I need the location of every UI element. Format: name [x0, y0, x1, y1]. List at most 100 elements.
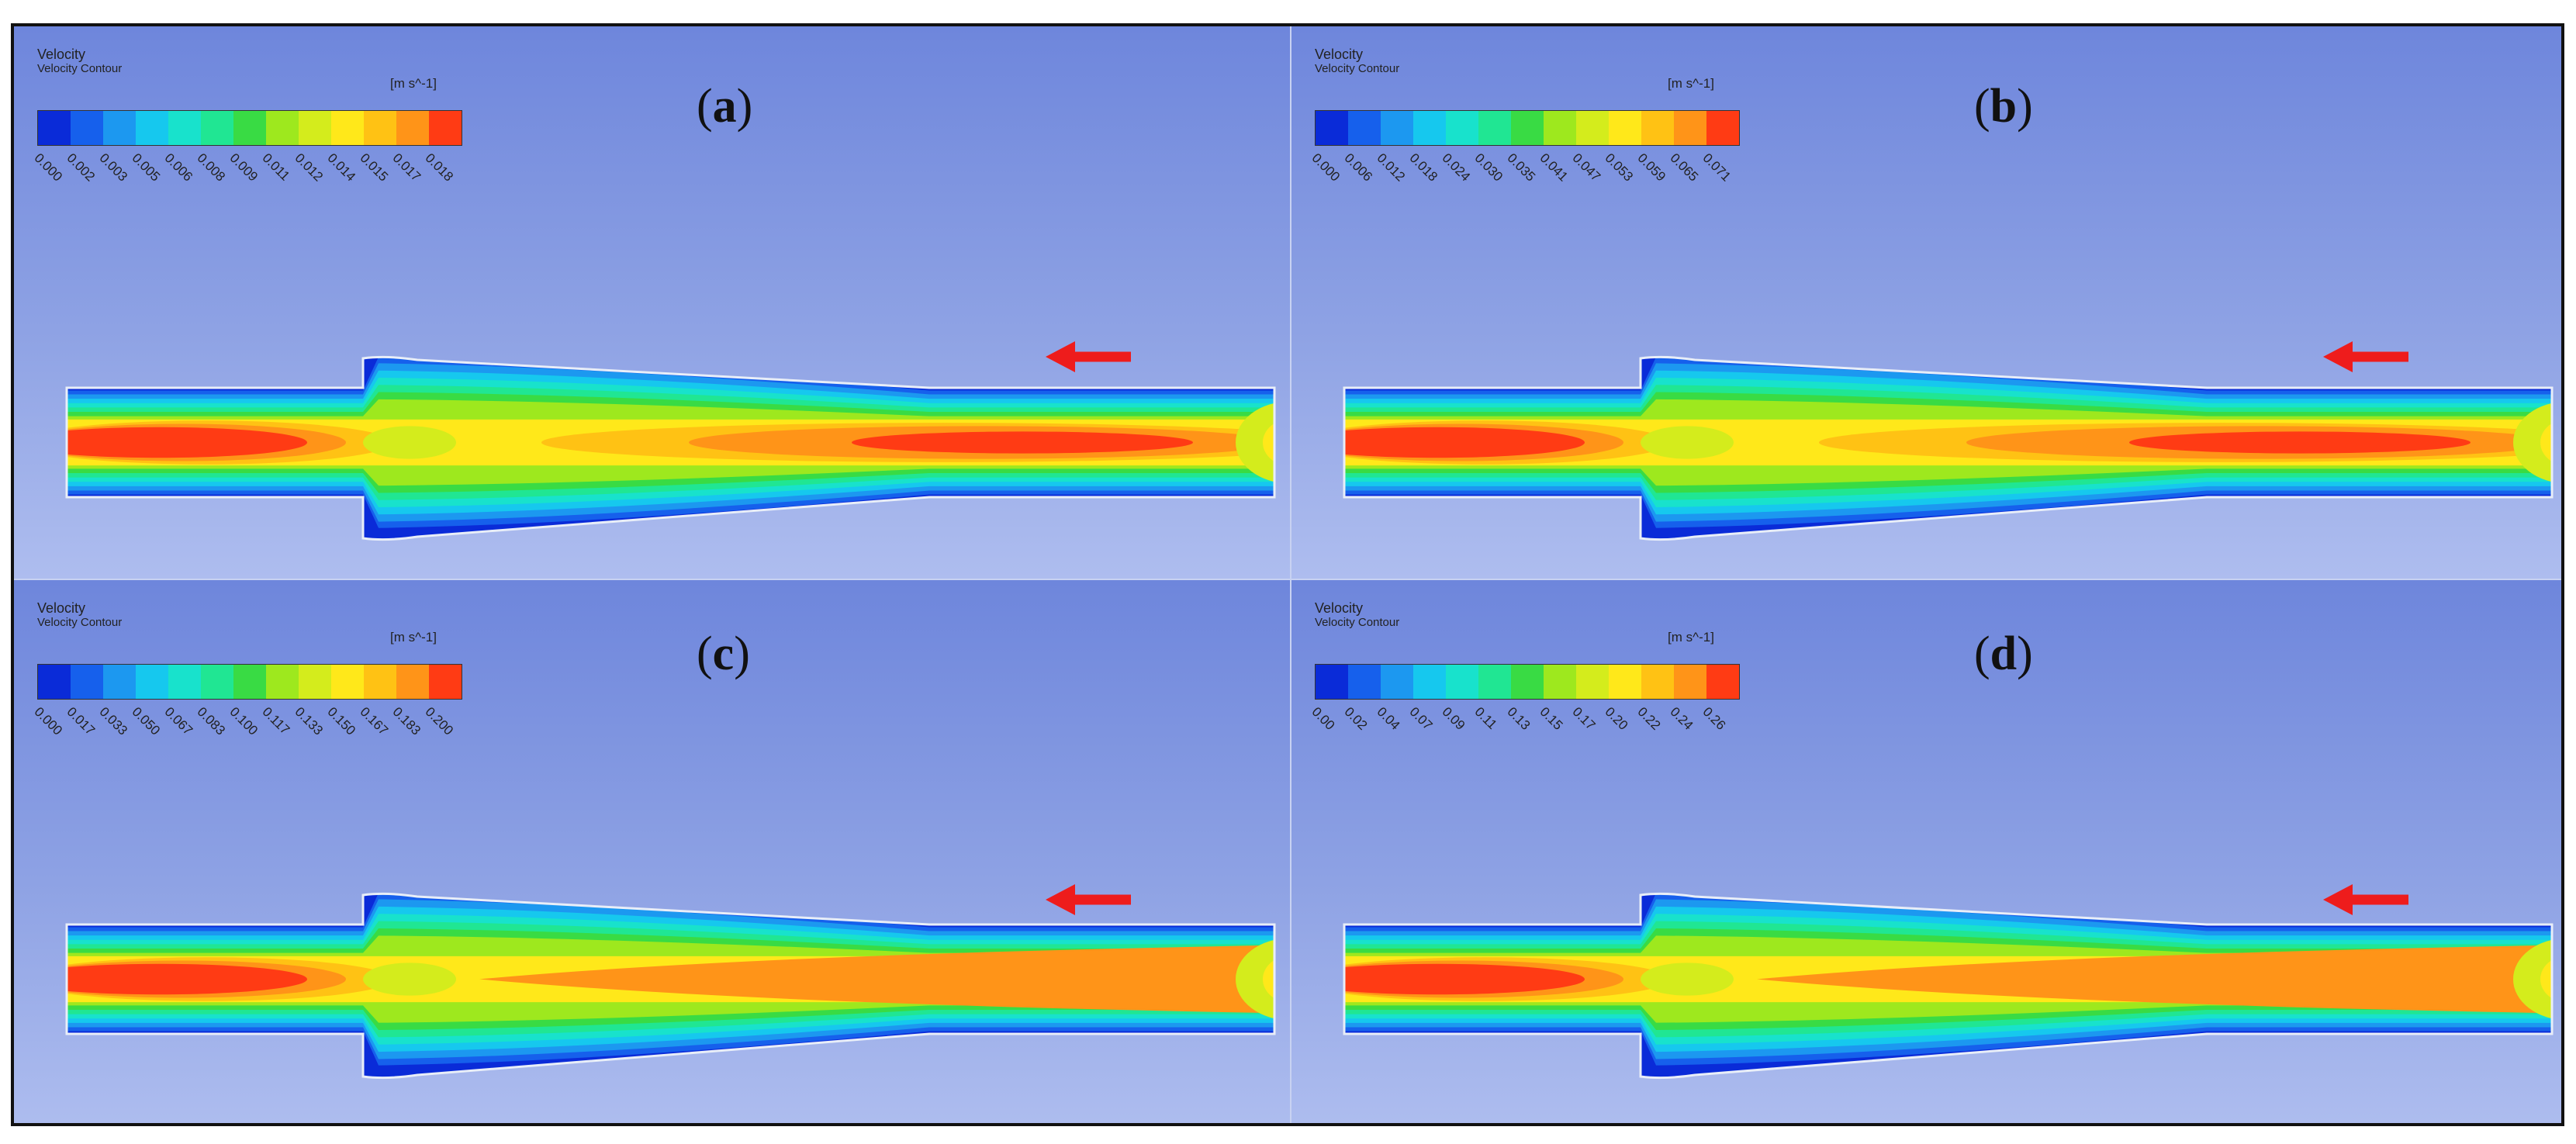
panel-b: Velocity Velocity Contour [m s^-1] 0.000…	[1291, 26, 2561, 579]
label-paren-open: (	[697, 80, 713, 133]
velocity-band	[2513, 401, 2552, 484]
domain-outline	[1343, 355, 2554, 541]
colorbar-swatch	[1413, 111, 1446, 145]
colorbar	[37, 110, 462, 146]
colorbar-swatch	[1413, 665, 1446, 699]
domain-outline	[65, 355, 1276, 541]
colorbar-swatch	[364, 665, 396, 699]
velocity-band	[1757, 945, 2552, 1014]
colorbar-swatch	[1446, 111, 1478, 145]
label-paren-close: )	[736, 80, 753, 133]
colorbar-swatch	[233, 111, 266, 145]
colorbar-swatch	[1316, 111, 1348, 145]
label-letter: c	[712, 627, 735, 680]
velocity-band	[1344, 963, 1585, 995]
velocity-band	[1236, 938, 1274, 1021]
label-paren-close: )	[2017, 627, 2033, 680]
colorbar	[37, 664, 462, 700]
colorbar	[1315, 664, 1740, 700]
colorbar-swatch	[1316, 665, 1348, 699]
colorbar-swatch	[1478, 111, 1511, 145]
colorbar-swatch	[103, 111, 136, 145]
legend-title: Velocity	[1315, 600, 1364, 616]
velocity-band	[852, 431, 1193, 454]
colorbar-swatch	[1706, 111, 1739, 145]
colorbar-swatch	[1348, 665, 1381, 699]
colorbar-swatch	[38, 111, 71, 145]
colorbar-swatch	[429, 111, 462, 145]
label-letter: a	[712, 80, 737, 133]
velocity-band	[479, 945, 1274, 1014]
colorbar-swatch	[136, 665, 168, 699]
label-paren-close: )	[2017, 80, 2033, 133]
panel-d: Velocity Velocity Contour [m s^-1] 0.00 0…	[1291, 580, 2561, 1123]
colorbar-swatch	[1544, 111, 1576, 145]
colorbar-swatch	[429, 665, 462, 699]
legend-subtitle: Velocity Contour	[1315, 62, 1400, 75]
legend-title: Velocity	[37, 600, 86, 616]
colorbar-swatch	[1576, 111, 1609, 145]
colorbar-swatch	[396, 665, 429, 699]
velocity-band	[1344, 427, 1585, 458]
flow-arrow-head	[2323, 884, 2353, 915]
legend-unit: [m s^-1]	[1668, 630, 1714, 645]
panel-a: Velocity Velocity Contour [m s^-1] 0.000…	[14, 26, 1290, 579]
colorbar-swatch	[136, 111, 168, 145]
legend-unit: [m s^-1]	[390, 630, 437, 645]
legend-title: Velocity	[1315, 47, 1364, 62]
velocity-band	[2513, 938, 2552, 1021]
colorbar-swatch	[396, 111, 429, 145]
velocity-band	[67, 427, 307, 458]
colorbar-swatch	[168, 665, 201, 699]
panel-c: Velocity Velocity Contour [m s^-1] 0.000…	[14, 580, 1290, 1123]
colorbar-swatch	[266, 111, 299, 145]
legend-unit: [m s^-1]	[1668, 76, 1714, 91]
colorbar-swatch	[233, 665, 266, 699]
label-paren-open: (	[697, 627, 713, 680]
flow-arrow-head	[2323, 341, 2353, 372]
domain-outline	[1343, 892, 2554, 1080]
panel-label: (b)	[1974, 79, 2033, 134]
velocity-band	[363, 426, 456, 459]
colorbar-swatch	[38, 665, 71, 699]
colorbar-swatch	[1609, 111, 1641, 145]
colorbar-swatch	[1576, 665, 1609, 699]
colorbar-swatch	[299, 665, 331, 699]
colorbar-swatch	[299, 111, 331, 145]
colorbar-swatch	[266, 665, 299, 699]
colorbar-swatch	[1381, 665, 1413, 699]
velocity-band	[1641, 963, 1734, 996]
colorbar-swatch	[1641, 665, 1674, 699]
colorbar-swatch	[364, 111, 396, 145]
colorbar-swatch	[1381, 111, 1413, 145]
panel-label: (c)	[697, 627, 750, 682]
colorbar-swatch	[71, 111, 103, 145]
velocity-band	[1236, 401, 1274, 484]
colorbar-swatch	[1511, 665, 1544, 699]
label-paren-close: )	[734, 627, 750, 680]
legend-unit: [m s^-1]	[390, 76, 437, 91]
legend-title: Velocity	[37, 47, 86, 62]
colorbar-swatch	[103, 665, 136, 699]
velocity-contour-plot	[65, 884, 1276, 1080]
horizontal-divider	[14, 579, 2561, 580]
colorbar-swatch	[331, 665, 364, 699]
panel-label: (d)	[1974, 627, 2033, 682]
velocity-contour-plot	[1343, 884, 2554, 1080]
label-letter: d	[1990, 627, 2018, 680]
velocity-contour-plot	[1343, 341, 2554, 541]
flow-arrow-head	[1046, 341, 1075, 372]
colorbar	[1315, 110, 1740, 146]
figure-frame: Velocity Velocity Contour [m s^-1] 0.000…	[11, 23, 2564, 1126]
colorbar-swatch	[201, 111, 233, 145]
colorbar-swatch	[71, 665, 103, 699]
colorbar-swatch	[1544, 665, 1576, 699]
flow-arrow-head	[1046, 884, 1075, 915]
colorbar-swatch	[331, 111, 364, 145]
colorbar-swatch	[1446, 665, 1478, 699]
domain-outline	[65, 892, 1276, 1080]
velocity-band	[1641, 426, 1734, 459]
velocity-band	[67, 963, 307, 995]
legend-subtitle: Velocity Contour	[37, 62, 123, 75]
panel-label: (a)	[697, 79, 752, 134]
